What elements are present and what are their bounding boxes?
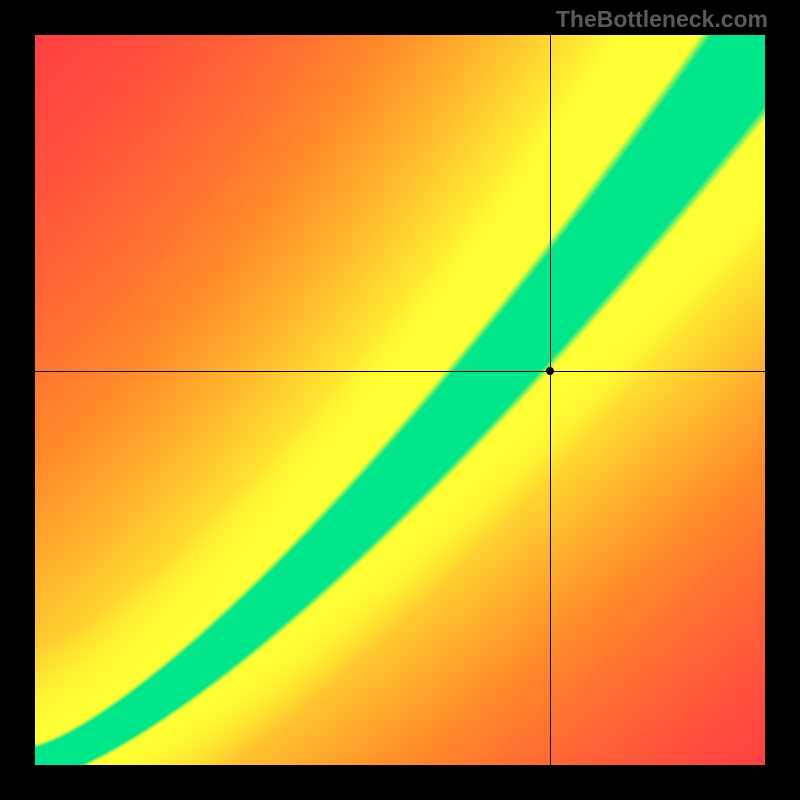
crosshair-vertical <box>550 35 551 765</box>
watermark-text: TheBottleneck.com <box>556 6 768 33</box>
crosshair-horizontal <box>35 371 765 372</box>
heatmap-canvas <box>35 35 765 765</box>
chart-container: TheBottleneck.com <box>0 0 800 800</box>
crosshair-marker <box>546 367 554 375</box>
plot-area <box>35 35 765 765</box>
